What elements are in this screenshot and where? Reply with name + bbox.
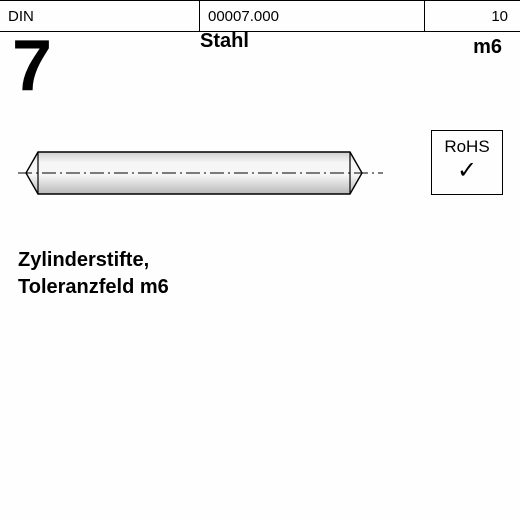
header-row: DIN 00007.000 10 (0, 0, 520, 32)
header-code-cell: 00007.000 (200, 1, 425, 31)
check-icon: ✓ (432, 159, 502, 183)
tolerance-label: m6 (473, 36, 520, 59)
description-line1: Zylinderstifte, (18, 247, 169, 274)
header-rev-cell: 10 (425, 1, 520, 31)
din-number: 7 (12, 30, 48, 102)
rohs-badge: RoHS ✓ (431, 130, 503, 195)
material-row: Stahl m6 (200, 30, 520, 102)
din-label: DIN (8, 8, 34, 25)
pin-drawing (18, 143, 383, 203)
revision-number: 10 (491, 8, 508, 25)
rohs-label: RoHS (432, 137, 502, 157)
description-line2: Toleranzfeld m6 (18, 274, 169, 301)
spec-sheet: DIN 00007.000 10 7 Stahl m6 (0, 0, 520, 520)
description: Zylinderstifte, Toleranzfeld m6 (18, 247, 169, 301)
material-label: Stahl (200, 30, 249, 53)
article-code: 00007.000 (208, 8, 279, 25)
